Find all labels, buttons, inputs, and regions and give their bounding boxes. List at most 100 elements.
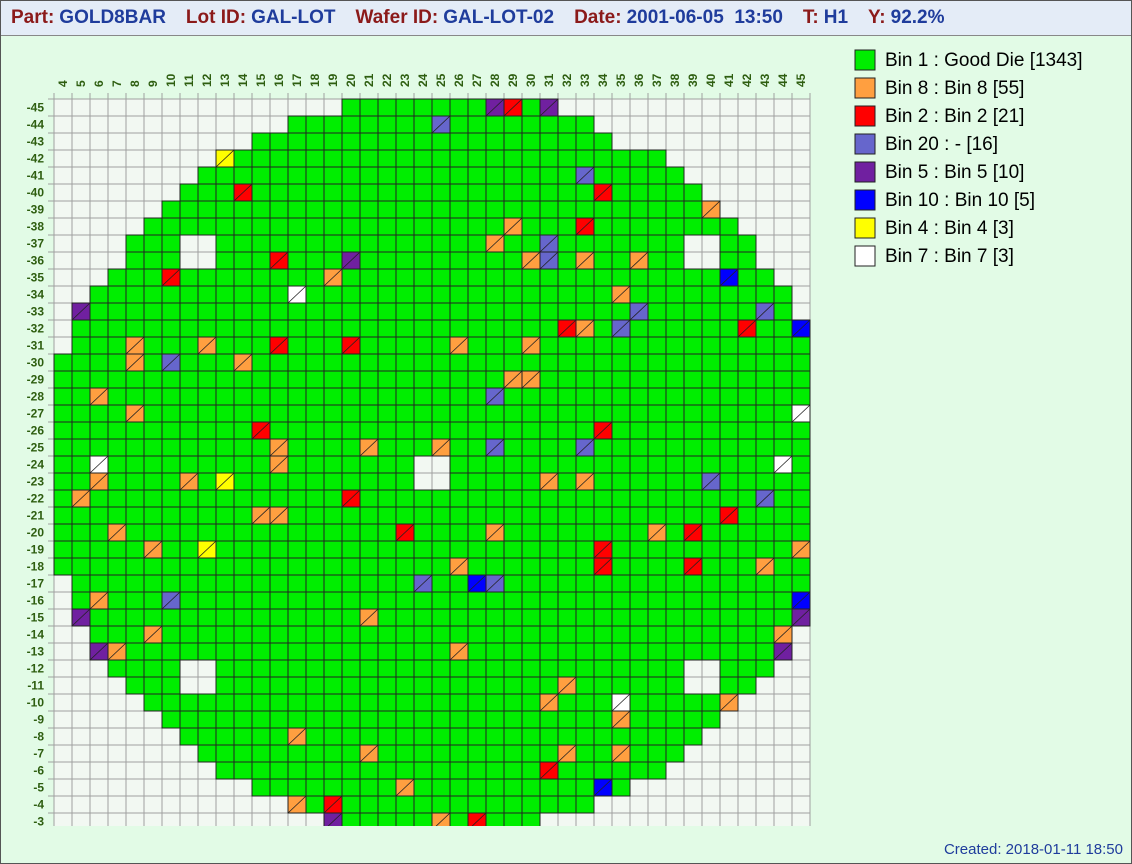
good-die xyxy=(485,217,505,236)
good-die xyxy=(323,132,343,151)
good-die xyxy=(89,489,109,508)
good-die xyxy=(323,472,343,491)
good-die xyxy=(161,489,181,508)
good-die xyxy=(719,285,739,304)
good-die xyxy=(575,115,595,134)
good-die xyxy=(719,540,739,559)
good-die xyxy=(557,455,577,474)
good-die xyxy=(449,727,469,746)
good-die xyxy=(629,183,649,202)
good-die xyxy=(341,166,361,185)
good-die xyxy=(125,574,145,593)
good-die xyxy=(791,353,811,372)
good-die xyxy=(125,268,145,287)
good-die xyxy=(737,523,757,542)
good-die xyxy=(305,642,325,661)
good-die xyxy=(431,183,451,202)
good-die xyxy=(125,523,145,542)
good-die xyxy=(647,540,667,559)
good-die xyxy=(431,200,451,219)
good-die xyxy=(377,268,397,287)
good-die xyxy=(701,455,721,474)
good-die xyxy=(521,353,541,372)
die-diagonal xyxy=(629,251,649,270)
good-die xyxy=(107,540,127,559)
good-die xyxy=(755,591,775,610)
good-die xyxy=(683,353,703,372)
good-die xyxy=(89,404,109,423)
good-die xyxy=(611,676,631,695)
good-die xyxy=(467,608,487,627)
good-die xyxy=(593,302,613,321)
good-die xyxy=(485,166,505,185)
good-die xyxy=(719,574,739,593)
good-die xyxy=(737,608,757,627)
good-die xyxy=(485,812,505,826)
good-die xyxy=(575,693,595,712)
good-die xyxy=(593,387,613,406)
good-die xyxy=(107,489,127,508)
good-die xyxy=(71,438,91,457)
good-die xyxy=(413,642,433,661)
good-die xyxy=(665,676,685,695)
good-die xyxy=(557,302,577,321)
die-diagonal xyxy=(327,812,343,826)
good-die xyxy=(359,540,379,559)
good-die xyxy=(413,489,433,508)
good-die xyxy=(701,693,721,712)
good-die xyxy=(269,285,289,304)
good-die xyxy=(251,557,271,576)
good-die xyxy=(251,744,271,763)
die-diagonal xyxy=(323,268,343,287)
good-die xyxy=(179,625,199,644)
good-die xyxy=(719,489,739,508)
good-die xyxy=(539,387,559,406)
good-die xyxy=(269,710,289,729)
good-die xyxy=(485,302,505,321)
die-diagonal xyxy=(89,455,109,474)
good-die xyxy=(341,149,361,168)
good-die xyxy=(647,506,667,525)
die-diagonal xyxy=(435,812,451,826)
die-diagonal xyxy=(471,812,487,826)
good-die xyxy=(485,336,505,355)
good-die xyxy=(467,115,487,134)
good-die xyxy=(719,523,739,542)
good-die xyxy=(251,455,271,474)
die-diagonal xyxy=(125,404,145,423)
good-die xyxy=(395,149,415,168)
header-value: 92.2% xyxy=(890,7,945,28)
good-die xyxy=(521,693,541,712)
good-die xyxy=(539,370,559,389)
column-label: 19 xyxy=(326,73,340,87)
good-die xyxy=(215,557,235,576)
good-die xyxy=(341,455,361,474)
good-die xyxy=(431,727,451,746)
good-die xyxy=(233,404,253,423)
good-die xyxy=(53,557,73,576)
column-label: 35 xyxy=(614,73,628,87)
good-die xyxy=(503,404,523,423)
good-die xyxy=(233,234,253,253)
good-die xyxy=(593,642,613,661)
good-die xyxy=(575,795,595,814)
good-die xyxy=(467,761,487,780)
good-die xyxy=(503,149,523,168)
good-die xyxy=(269,625,289,644)
good-die xyxy=(431,659,451,678)
column-label: 4 xyxy=(56,80,70,87)
good-die xyxy=(413,285,433,304)
good-die xyxy=(431,676,451,695)
good-die xyxy=(521,319,541,338)
good-die xyxy=(521,778,541,797)
good-die xyxy=(647,319,667,338)
good-die xyxy=(323,710,343,729)
good-die xyxy=(791,421,811,440)
good-die xyxy=(503,234,523,253)
good-die xyxy=(503,472,523,491)
row-label: -24 xyxy=(27,458,45,472)
good-die xyxy=(305,217,325,236)
die-diagonal xyxy=(269,438,289,457)
good-die xyxy=(413,506,433,525)
good-die xyxy=(323,523,343,542)
